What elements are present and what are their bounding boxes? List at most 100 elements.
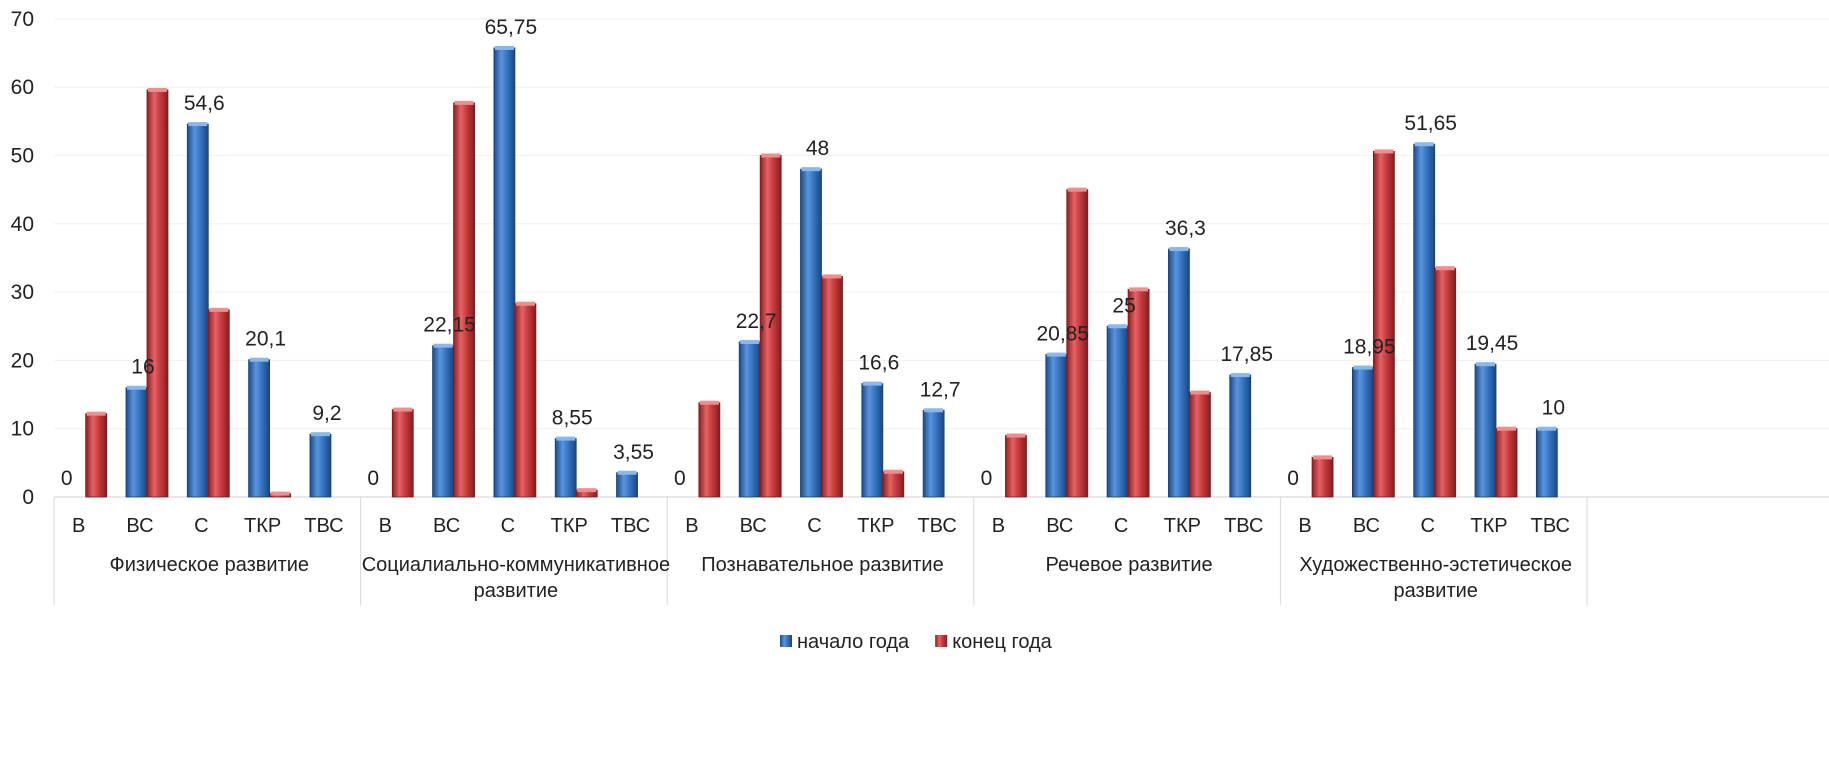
bar-start-cap bbox=[862, 381, 882, 386]
bar-end bbox=[1189, 392, 1211, 498]
bar-end-cap bbox=[699, 400, 719, 405]
category-label: С bbox=[807, 515, 821, 537]
data-label: 54,6 bbox=[184, 92, 225, 115]
group-label-line: Социалиально-коммуникативное bbox=[362, 554, 670, 576]
data-label: 9,2 bbox=[312, 402, 341, 425]
y-tick-label: 20 bbox=[11, 349, 34, 372]
bar-end-cap bbox=[761, 153, 781, 158]
bar-end bbox=[882, 471, 905, 498]
category-label: ВС bbox=[433, 515, 460, 537]
data-label: 10 bbox=[1542, 397, 1565, 420]
data-label: 16,6 bbox=[858, 352, 899, 375]
category-label: ТВС bbox=[917, 515, 956, 537]
bar-end bbox=[453, 102, 475, 498]
data-label: 16 bbox=[131, 356, 154, 379]
bar-start bbox=[1168, 248, 1190, 498]
bar-start bbox=[493, 47, 516, 498]
bar-end bbox=[207, 309, 230, 498]
data-label: 51,65 bbox=[1404, 112, 1457, 135]
bar-end bbox=[698, 402, 721, 498]
bar-start bbox=[248, 359, 271, 498]
y-tick-label: 40 bbox=[11, 213, 34, 236]
category-label: ТВС bbox=[1224, 515, 1263, 537]
data-label: 0 bbox=[367, 467, 379, 490]
bar-end-cap bbox=[1435, 266, 1455, 271]
bar-start bbox=[1351, 367, 1374, 498]
data-label: 20,1 bbox=[245, 328, 286, 351]
category-label: ТКР bbox=[1470, 515, 1507, 537]
group-label: Художественно-эстетическое развитие bbox=[1299, 554, 1572, 602]
legend: начало года конец года bbox=[780, 631, 1053, 653]
data-label: 22,7 bbox=[736, 310, 777, 333]
bar-end-cap bbox=[883, 469, 903, 474]
bar-end bbox=[85, 413, 108, 498]
y-tick-label: 10 bbox=[11, 418, 34, 441]
category-label: С bbox=[1114, 515, 1128, 537]
group-label-line: Художественно-эстетическое bbox=[1299, 554, 1572, 576]
bar-start-cap bbox=[924, 408, 944, 413]
category-label: С bbox=[501, 515, 515, 537]
bar-start-cap bbox=[433, 343, 453, 348]
category-label: В bbox=[72, 515, 85, 537]
bar-end-cap bbox=[515, 301, 535, 306]
bar-start-cap bbox=[1537, 426, 1557, 431]
bar-start bbox=[800, 168, 822, 498]
bar-end bbox=[1005, 435, 1027, 498]
data-label: 0 bbox=[981, 467, 993, 490]
group-label: Социалиально-коммуникативное развитие bbox=[362, 554, 670, 602]
bar-start bbox=[616, 472, 638, 498]
bar-start-cap bbox=[1414, 142, 1434, 147]
bar-start bbox=[1474, 363, 1497, 498]
group-label: Физическое развитие bbox=[110, 554, 309, 576]
bar-start bbox=[1106, 325, 1129, 498]
bar-start bbox=[922, 409, 945, 498]
category-label: ВС bbox=[1353, 515, 1380, 537]
legend-swatch-0 bbox=[780, 635, 792, 647]
bar-end bbox=[146, 89, 169, 498]
data-label: 19,45 bbox=[1466, 332, 1519, 355]
data-label: 65,75 bbox=[485, 16, 538, 39]
bar-end-cap bbox=[86, 411, 106, 416]
category-label: В bbox=[685, 515, 698, 537]
bar-start bbox=[309, 433, 332, 498]
category-label: ТКР bbox=[1164, 515, 1201, 537]
bar-start bbox=[1535, 428, 1558, 498]
category-label: ТВС bbox=[1531, 515, 1570, 537]
group-label-line: развитие bbox=[474, 580, 558, 602]
bar-end-cap bbox=[577, 488, 597, 493]
category-label: ТВС bbox=[611, 515, 650, 537]
bar-end bbox=[1311, 456, 1334, 498]
bar-end-cap bbox=[147, 87, 167, 92]
y-tick-label: 0 bbox=[22, 486, 34, 509]
bar-start bbox=[432, 345, 454, 498]
category-label: ВС bbox=[740, 515, 767, 537]
category-label: ТВС bbox=[304, 515, 343, 537]
bar-start bbox=[1413, 143, 1436, 498]
data-label: 25 bbox=[1112, 294, 1135, 317]
bar-start-cap bbox=[740, 339, 760, 344]
bar-end-cap bbox=[1067, 187, 1087, 192]
group-label-line: развитие bbox=[1393, 580, 1477, 602]
bar-start-cap bbox=[556, 436, 576, 441]
category-label: ТКР bbox=[857, 515, 894, 537]
bar-end-cap bbox=[1190, 390, 1210, 395]
y-tick-label: 30 bbox=[11, 281, 34, 304]
bar-start-cap bbox=[1230, 373, 1250, 378]
bar-end-cap bbox=[1313, 455, 1333, 460]
bar-start bbox=[1229, 374, 1252, 498]
bar-start-cap bbox=[494, 45, 514, 50]
bar-end-cap bbox=[393, 407, 413, 412]
bar-start bbox=[125, 387, 148, 498]
bar-end-cap bbox=[1006, 433, 1026, 438]
category-label: С bbox=[1420, 515, 1434, 537]
bar-start-cap bbox=[249, 357, 269, 362]
category-label: ТКР bbox=[551, 515, 588, 537]
bar-end bbox=[1495, 428, 1518, 498]
bar-start-cap bbox=[1353, 365, 1373, 370]
y-tick-label: 70 bbox=[11, 8, 34, 31]
bar-end-cap bbox=[209, 307, 229, 312]
bar-end-cap bbox=[822, 274, 842, 279]
legend-label: начало года bbox=[797, 631, 910, 653]
bar-start-cap bbox=[801, 167, 821, 172]
category-label: ВС bbox=[126, 515, 153, 537]
